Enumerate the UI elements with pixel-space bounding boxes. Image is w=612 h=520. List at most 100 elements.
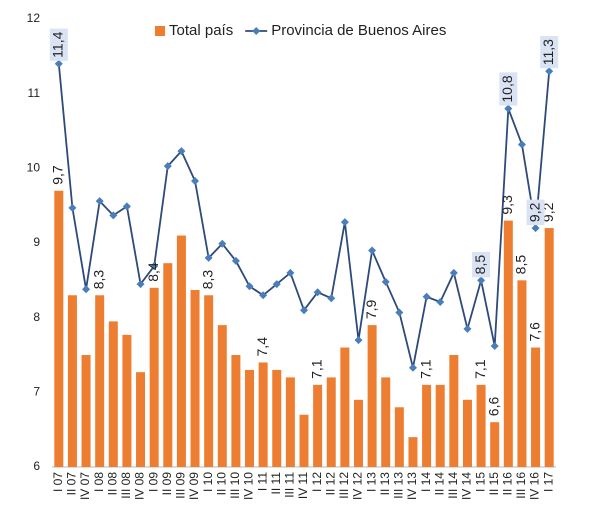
x-tick-label: I 07 [51,472,65,492]
data-label: 7,1 [308,359,324,379]
x-tick-label: II 11 [269,472,283,495]
data-label: 11,4 [50,31,66,57]
x-tick-label: III 13 [392,472,406,499]
data-label: 6,6 [485,397,501,417]
x-tick-label: IV 16 [528,472,542,500]
bar [95,295,105,467]
bar [122,334,132,467]
x-tick-label: II 13 [378,472,392,496]
x-tick-label: IV 07 [78,472,92,500]
x-tick-label: III 12 [337,472,351,499]
bar [258,362,268,467]
marker [150,262,159,271]
marker [436,297,445,306]
x-tick-label: I 10 [201,472,215,492]
marker [245,282,254,291]
marker [408,363,417,372]
marker [477,276,486,285]
x-tick-label: IV 14 [460,472,474,500]
data-label: 7,1 [472,359,488,379]
marker [191,177,200,186]
x-tick-label: II 15 [487,472,501,496]
bar [394,407,404,467]
marker [531,224,540,233]
x-tick-label: III 14 [446,472,460,499]
data-label: 10,8 [499,75,515,102]
x-tick-label: II 10 [214,472,228,496]
marker [504,104,513,113]
marker [95,197,104,206]
x-tick-label: II 12 [323,472,337,496]
label-box [540,36,559,69]
legend-marker [252,27,261,35]
marker [381,277,390,286]
x-tick-label: I 14 [419,472,433,492]
bar [136,372,146,467]
marker [122,202,131,211]
bar [422,384,432,467]
x-tick-label: I 08 [92,472,106,492]
marker [204,253,213,262]
line [57,63,551,368]
x-tick-label: I 13 [364,472,378,492]
bar [149,287,159,467]
bar [476,384,486,467]
label-box [526,199,545,226]
marker [259,291,268,300]
marker [82,285,91,294]
bar [245,369,255,467]
y-tick-label: 9 [33,235,40,249]
label-box [499,72,518,106]
x-tick-label: I 09 [146,472,160,492]
data-label: 8,4 [145,262,161,282]
data-label: 11,3 [540,39,556,65]
x-tick-label: III 10 [228,472,242,499]
y-tick-label: 8 [33,310,40,324]
bar [217,325,227,467]
bar [108,321,118,467]
bar [299,414,309,467]
bar [81,355,91,467]
bar [163,263,173,467]
marker [231,256,240,265]
marker [545,67,554,76]
x-tick-label: I 11 [255,472,269,491]
marker [68,203,77,212]
marker [327,294,336,303]
x-tick-label: IV 10 [242,472,256,500]
x-tick-label: IV 13 [405,472,419,500]
data-label: 8,5 [472,255,488,275]
marker [340,218,349,227]
legend-swatch [155,26,165,36]
marker [517,140,526,149]
marker [109,211,118,220]
bar [531,347,541,467]
bar [490,422,500,467]
x-tick-label: II 07 [65,472,79,496]
data-label: 7,9 [363,299,379,319]
x-tick-label: I 17 [541,472,555,492]
marker [136,280,145,289]
marker [395,308,404,317]
bar [408,437,418,467]
legend-label: Provincia de Buenos Aires [271,22,446,39]
marker [163,162,172,171]
y-tick-label: 11 [28,86,41,100]
y-tick-label: 7 [33,385,40,399]
bar [367,325,377,467]
bar [503,220,513,467]
data-label: 7,6 [526,322,542,342]
bar [340,347,350,467]
data-label: 7,4 [254,337,270,357]
bar [272,369,282,467]
x-tick-label: III 16 [514,472,528,499]
data-label: 9,7 [50,165,66,185]
label-box [472,251,491,278]
x-tick-label: IV 09 [187,472,201,500]
bar [67,295,77,467]
marker [286,268,295,277]
data-label: 8,5 [513,255,529,275]
bar [435,384,445,467]
marker [272,280,281,289]
y-tick-label: 10 [27,161,41,175]
